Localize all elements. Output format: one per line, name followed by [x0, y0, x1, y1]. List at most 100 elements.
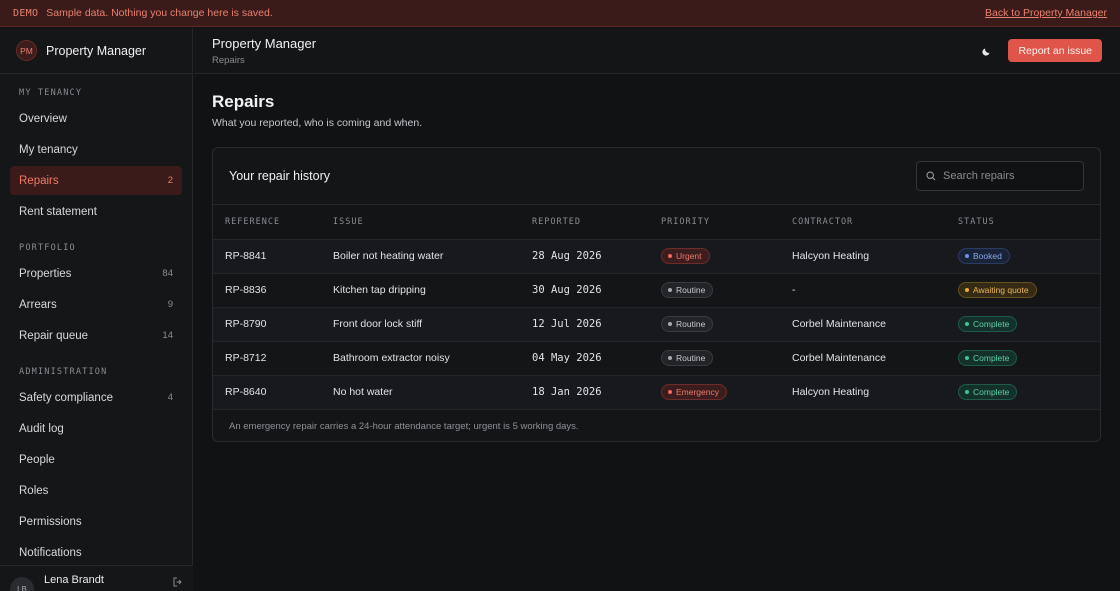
sidebar-item-rent-statement[interactable]: Rent statement: [10, 197, 182, 226]
brand[interactable]: PM Property Manager: [0, 28, 192, 74]
demo-message: Sample data. Nothing you change here is …: [46, 7, 273, 19]
column-header-status[interactable]: STATUS: [946, 205, 1100, 240]
repair-history-card: Your repair history REFERENCE ISSUE REPO…: [212, 147, 1101, 442]
badge-label: Complete: [973, 387, 1010, 397]
status-dot: [668, 288, 672, 292]
table-row[interactable]: RP-8790 Front door lock stiff 12 Jul 202…: [213, 307, 1100, 341]
status-dot: [965, 322, 969, 326]
nav-heading: PORTFOLIO: [19, 243, 76, 253]
sidebar-item-repairs[interactable]: Repairs 2: [10, 166, 182, 195]
back-to-property-manager-link[interactable]: Back to Property Manager: [985, 7, 1107, 19]
cell-status: Complete: [946, 375, 1100, 409]
status-badge: Complete: [958, 316, 1018, 332]
status-badge: Awaiting quote: [958, 282, 1037, 298]
cell-issue: Front door lock stiff: [333, 318, 423, 330]
sidebar-item-arrears[interactable]: Arrears 9: [10, 290, 182, 319]
user-menu[interactable]: LB Lena Brandt: [0, 565, 193, 591]
status-dot: [668, 254, 672, 258]
priority-badge: Urgent: [661, 248, 710, 264]
sidebar-item-label: Audit log: [19, 422, 64, 435]
sidebar-item-permissions[interactable]: Permissions: [10, 507, 182, 536]
cell-priority: Routine: [649, 341, 780, 375]
header-actions: Report an issue: [976, 39, 1102, 62]
priority-badge: Routine: [661, 316, 714, 332]
nav-heading: MY TENANCY: [19, 88, 83, 98]
cell-status: Complete: [946, 341, 1100, 375]
sidebar-item-audit-log[interactable]: Audit log: [10, 414, 182, 443]
main-content: Repairs What you reported, who is coming…: [212, 92, 1102, 442]
sidebar-item-label: Overview: [19, 112, 67, 125]
header-titles: Property Manager Repairs: [212, 36, 316, 66]
status-badge: Complete: [958, 350, 1018, 366]
nav-section-administration: ADMINISTRATION Safety compliance 4 Audit…: [0, 352, 192, 567]
sidebar-item-safety-compliance[interactable]: Safety compliance 4: [10, 383, 182, 412]
badge-label: Urgent: [676, 251, 702, 261]
sidebar-item-label: Properties: [19, 267, 72, 280]
sidebar-item-label: Repairs: [19, 174, 59, 187]
moon-icon[interactable]: [976, 40, 998, 62]
cell-priority: Routine: [649, 273, 780, 307]
nav-section-my-tenancy: MY TENANCY Overview My tenancy Repairs 2…: [0, 74, 192, 226]
priority-badge: Routine: [661, 282, 714, 298]
table-row[interactable]: RP-8712 Bathroom extractor noisy 04 May …: [213, 341, 1100, 375]
cell-priority: Emergency: [649, 375, 780, 409]
cell-reference: RP-8712: [225, 352, 267, 364]
page-title: Repairs: [212, 92, 275, 111]
card-footnote: An emergency repair carries a 24-hour at…: [229, 420, 579, 432]
sidebar-item-notifications[interactable]: Notifications: [10, 538, 182, 567]
sidebar-item-properties[interactable]: Properties 84: [10, 259, 182, 288]
sidebar-item-label: Notifications: [19, 546, 82, 559]
badge-label: Awaiting quote: [973, 285, 1029, 295]
sidebar-item-repair-queue[interactable]: Repair queue 14: [10, 321, 182, 350]
badge-label: Emergency: [676, 387, 719, 397]
cell-issue: Bathroom extractor noisy: [333, 352, 450, 364]
report-issue-button[interactable]: Report an issue: [1008, 39, 1102, 62]
cell-reference: RP-8640: [225, 386, 267, 398]
status-dot: [965, 288, 969, 292]
page-subtitle: What you reported, who is coming and whe…: [212, 117, 423, 129]
badge-label: Booked: [973, 251, 1002, 261]
sidebar-item-overview[interactable]: Overview: [10, 104, 182, 133]
status-dot: [668, 322, 672, 326]
sidebar-item-count: 84: [162, 268, 173, 279]
priority-badge: Routine: [661, 350, 714, 366]
column-header-reference[interactable]: REFERENCE: [213, 205, 321, 240]
badge-label: Routine: [676, 353, 706, 363]
cell-reported: 18 Jan 2026: [532, 386, 602, 398]
sidebar-item-label: Repair queue: [19, 329, 89, 342]
status-dot: [668, 356, 672, 360]
table-row[interactable]: RP-8841 Boiler not heating water 28 Aug …: [213, 239, 1100, 273]
search-box[interactable]: [916, 161, 1084, 191]
badge-label: Complete: [973, 353, 1010, 363]
column-header-contractor[interactable]: CONTRACTOR: [780, 205, 946, 240]
cell-contractor: Corbel Maintenance: [792, 352, 886, 364]
column-header-issue[interactable]: ISSUE: [321, 205, 520, 240]
search-icon: [926, 169, 936, 184]
column-header-reported[interactable]: REPORTED: [520, 205, 649, 240]
cell-reported: 12 Jul 2026: [532, 318, 602, 330]
table-row[interactable]: RP-8640 No hot water 18 Jan 2026 Emergen…: [213, 375, 1100, 409]
status-dot: [965, 254, 969, 258]
sidebar-item-people[interactable]: People: [10, 445, 182, 474]
cell-reference: RP-8836: [225, 284, 267, 296]
sidebar-item-label: Safety compliance: [19, 391, 113, 404]
sidebar-item-label: Permissions: [19, 515, 82, 528]
cell-contractor: Halcyon Heating: [792, 386, 870, 398]
column-header-priority[interactable]: PRIORITY: [649, 205, 780, 240]
sidebar: PM Property Manager MY TENANCY Overview …: [0, 28, 193, 591]
header-title: Property Manager: [212, 35, 317, 51]
breadcrumb[interactable]: Repairs: [212, 54, 245, 66]
sidebar-item-my-tenancy[interactable]: My tenancy: [10, 135, 182, 164]
cell-reported: 04 May 2026: [532, 352, 602, 364]
card-title: Your repair history: [229, 169, 330, 183]
sidebar-item-count: 9: [167, 299, 173, 310]
cell-contractor: Corbel Maintenance: [792, 318, 886, 330]
avatar: LB: [10, 577, 34, 591]
table-row[interactable]: RP-8836 Kitchen tap dripping 30 Aug 2026…: [213, 273, 1100, 307]
cell-reported: 30 Aug 2026: [532, 284, 602, 296]
cell-contractor: Halcyon Heating: [792, 250, 870, 262]
card-header: Your repair history: [213, 148, 1100, 205]
sign-out-icon[interactable]: [173, 577, 183, 590]
sidebar-item-roles[interactable]: Roles: [10, 476, 182, 505]
search-input[interactable]: [943, 170, 1073, 182]
